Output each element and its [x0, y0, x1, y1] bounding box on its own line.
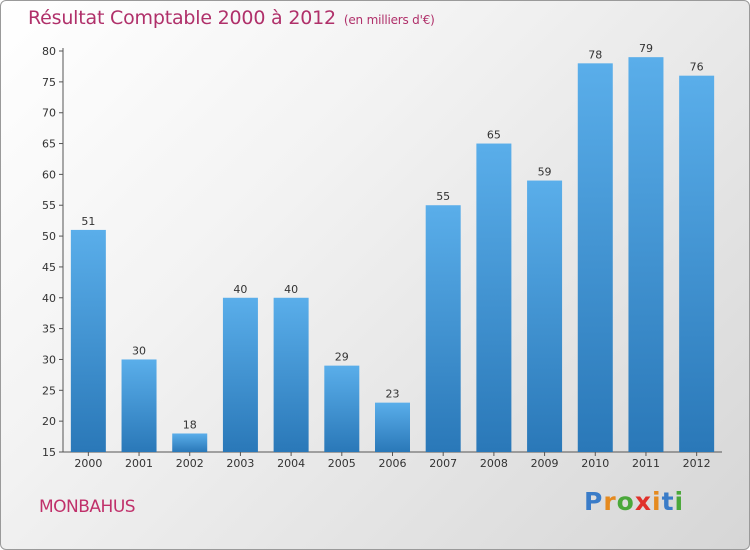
logo-letter: t: [661, 487, 675, 516]
bar: [527, 180, 563, 453]
data-label: 78: [588, 48, 602, 61]
bar: [70, 229, 106, 452]
bar: [628, 57, 664, 453]
x-tick-label: 2010: [581, 457, 609, 470]
data-label: 40: [284, 283, 298, 296]
bar: [679, 75, 715, 452]
logo-letter: i: [674, 487, 685, 516]
data-label: 59: [538, 166, 552, 179]
proxiti-logo: Proxiti: [584, 487, 684, 516]
y-tick-label: 65: [42, 138, 56, 151]
title-text: Résultat Comptable 2000 à 2012: [28, 7, 336, 29]
x-tick-label: 2005: [328, 457, 356, 470]
bar: [577, 63, 613, 452]
data-label: 51: [81, 215, 95, 228]
y-tick-label: 30: [42, 353, 56, 366]
x-tick-label: 2011: [632, 457, 660, 470]
logo-letter: o: [616, 487, 635, 516]
data-label: 79: [639, 42, 653, 55]
data-label: 55: [436, 190, 450, 203]
logo-letter: x: [634, 487, 652, 516]
bar: [222, 297, 258, 452]
bar: [476, 143, 512, 453]
bar: [273, 297, 309, 452]
data-label: 18: [183, 418, 197, 431]
x-tick-label: 2007: [429, 457, 457, 470]
chart-title: Résultat Comptable 2000 à 2012 (en millie…: [28, 7, 435, 29]
x-tick-label: 2009: [531, 457, 559, 470]
commune-name: MONBAHUS: [39, 497, 136, 517]
chart-subtitle: (en milliers d'€): [343, 13, 435, 27]
bar: [172, 433, 208, 452]
bar: [121, 359, 157, 452]
y-tick-label: 45: [42, 261, 56, 274]
bar: [425, 205, 461, 452]
data-label: 30: [132, 344, 146, 357]
bar: [375, 402, 410, 452]
y-tick-label: 80: [42, 45, 56, 58]
y-tick-label: 70: [42, 107, 56, 120]
y-tick-label: 25: [42, 384, 56, 397]
logo-letter: P: [584, 487, 604, 516]
x-tick-label: 2008: [480, 457, 508, 470]
y-tick-label: 40: [42, 292, 56, 305]
y-tick-label: 20: [42, 415, 56, 428]
data-label: 76: [690, 61, 704, 74]
y-tick-label: 15: [42, 446, 56, 459]
x-tick-label: 2001: [125, 457, 153, 470]
data-label: 40: [233, 283, 247, 296]
logo-letter: i: [652, 487, 662, 516]
y-tick-label: 60: [42, 168, 56, 181]
y-tick-label: 35: [42, 323, 56, 336]
x-tick-label: 2000: [74, 457, 102, 470]
x-tick-label: 2003: [226, 457, 254, 470]
x-tick-label: 2002: [176, 457, 204, 470]
x-tick-label: 2004: [277, 457, 305, 470]
x-tick-label: 2012: [683, 457, 711, 470]
data-label: 65: [487, 129, 501, 142]
logo-letter: r: [603, 487, 617, 516]
data-label: 23: [386, 388, 400, 401]
y-tick-label: 75: [42, 76, 56, 89]
y-tick-label: 50: [42, 230, 56, 243]
data-label: 29: [335, 351, 349, 364]
chart-bars: 51 30 18 40 40 29 23 55 65 59 78 79 76: [70, 42, 715, 453]
bar: [324, 365, 360, 452]
y-tick-label: 55: [42, 199, 56, 212]
x-tick-label: 2006: [379, 457, 407, 470]
